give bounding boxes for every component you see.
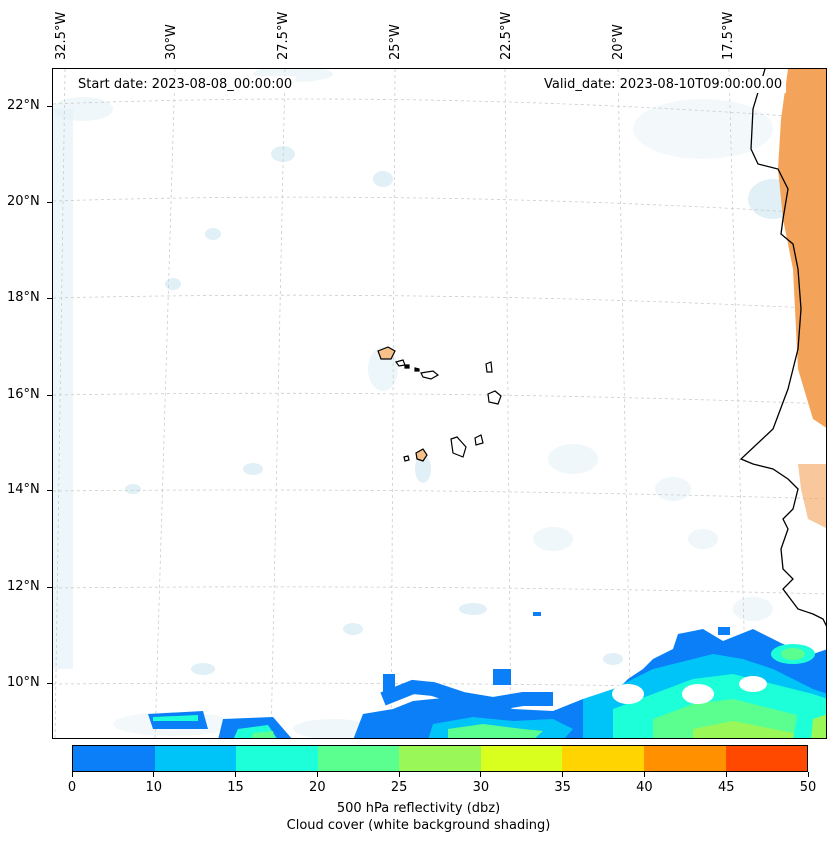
colorbar [72,745,808,772]
lat-label-12n: 12°N [7,579,40,594]
map-canvas [53,69,826,738]
cape-verde-islands [377,346,502,462]
lat-tick [47,683,52,684]
colorbar-tick [71,772,73,777]
lat-tick [47,106,52,107]
colorbar-subtitle: Cloud cover (white background shading) [286,818,551,833]
colorbar-tick-label: 30 [472,780,490,795]
colorbar-title: 500 hPa reflectivity (dbz) [336,801,501,816]
land-high-cloud-shading [778,69,826,528]
lon-label-22-5w: 22.5°W [499,11,514,60]
colorbar-segment [236,746,318,771]
colorbar-tick [643,772,645,777]
colorbar-tick-label: 50 [799,780,817,795]
lat-label-20n: 20°N [7,194,40,209]
colorbar-tick-label: 10 [145,780,163,795]
lon-label-25w: 25°W [388,24,403,60]
colorbar-tick [398,772,400,777]
colorbar-tick-label: 40 [636,780,653,795]
colorbar-segment [725,746,808,771]
lat-tick [47,490,52,491]
lat-tick [47,298,52,299]
colorbar-tick [316,772,318,777]
lon-label-32-5w: 32.5°W [54,11,69,60]
colorbar-tick [480,772,482,777]
colorbar-segment [643,746,726,771]
coastline [739,69,826,627]
valid-date-label: Valid_date: 2023-08-10T09:00:00.00 [540,76,787,93]
lat-label-14n: 14°N [7,482,40,497]
colorbar-segment [154,746,237,771]
colorbar-segment [399,746,481,771]
colorbar-tick-label: 45 [717,780,735,795]
lon-label-20w: 20°W [611,24,626,60]
colorbar-segment [480,746,563,771]
colorbar-tick [153,772,155,777]
lon-label-30w: 30°W [164,24,179,60]
colorbar-tick [807,772,809,777]
lat-tick [47,202,52,203]
reflectivity-band [148,612,826,738]
lon-label-17-5w: 17.5°W [721,11,736,60]
colorbar-tick-label: 20 [309,780,326,795]
lon-label-27-5w: 27.5°W [276,11,291,60]
colorbar-segment [562,746,644,771]
colorbar-tick-label: 0 [67,780,77,795]
colorbar-tick-label: 25 [390,780,408,795]
colorbar-tick [235,772,237,777]
lat-tick [47,587,52,588]
cloud-cover-shading [53,69,798,738]
lat-label-10n: 10°N [7,675,40,690]
lat-tick [47,395,52,396]
lat-label-16n: 16°N [7,387,40,402]
colorbar-segment [317,746,400,771]
colorbar-tick-label: 15 [227,780,244,795]
lat-label-18n: 18°N [7,290,40,305]
colorbar-tick [562,772,564,777]
colorbar-tick-label: 35 [554,780,571,795]
colorbar-segment [73,746,155,771]
start-date-label: Start date: 2023-08-08_00:00:00 [74,76,297,93]
lat-label-22n: 22°N [7,98,40,113]
map-panel[interactable] [52,68,827,739]
colorbar-tick [725,772,727,777]
